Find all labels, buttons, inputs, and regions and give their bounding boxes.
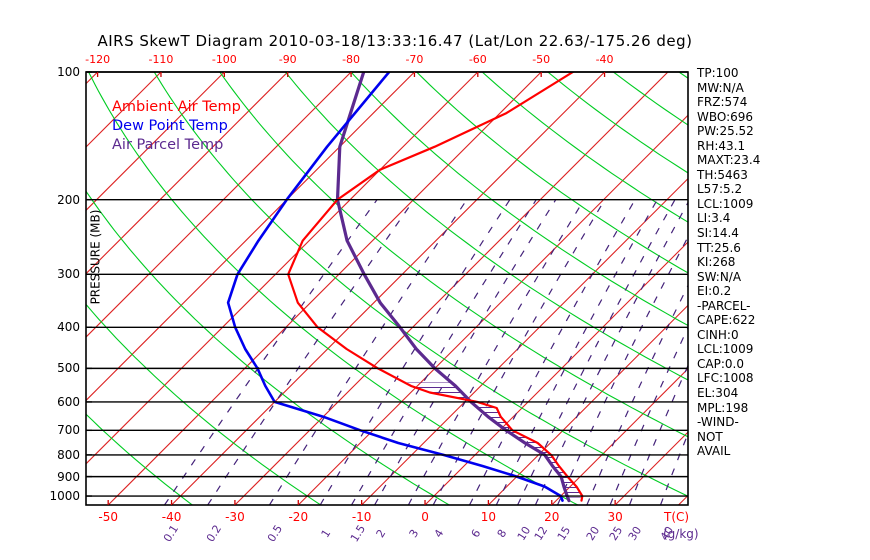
legend: Ambient Air Temp Dew Point Temp Air Parc… (112, 98, 241, 155)
parameter-item: CAP:0.0 (697, 356, 744, 371)
top-temperature-tick: -120 (85, 53, 111, 66)
parameter-item: -WIND- (697, 415, 739, 430)
parameter-item: LFC:1008 (697, 371, 754, 386)
parameter-item: LI:3.4 (697, 211, 731, 226)
bottom-temperature-tick: -30 (225, 510, 245, 524)
page-title: AIRS SkewT Diagram 2010-03-18/13:33:16.4… (97, 32, 693, 50)
pressure-tick-label: 100 (57, 65, 80, 79)
pressure-tick-label: 600 (57, 394, 80, 409)
top-temperature-tick: -50 (532, 53, 551, 66)
top-temperature-tick: -40 (595, 53, 614, 66)
parameter-item: LCL:1009 (697, 196, 754, 211)
temperature-axis-title: T(C) (664, 510, 690, 524)
bottom-temperature-tick: 30 (607, 510, 623, 524)
parameter-item: CINH:0 (697, 327, 739, 342)
pressure-tick-label: 400 (57, 320, 80, 335)
top-temperature-tick: -80 (342, 53, 361, 66)
parameter-item: AVAIL (697, 444, 731, 459)
legend-ambient: Ambient Air Temp (112, 99, 241, 115)
top-temperature-tick: -60 (468, 53, 487, 66)
pressure-axis-title: PRESSURE (MB) (88, 209, 103, 305)
parameter-item: EL:304 (697, 386, 739, 401)
pressure-tick-label: 500 (57, 361, 80, 376)
pressure-tick-label: 200 (57, 192, 80, 207)
bottom-temperature-tick: -10 (351, 510, 372, 524)
bottom-temperature-tick: -20 (288, 510, 309, 524)
parameter-item: PW:25.52 (697, 124, 754, 139)
parameter-item: KI:268 (697, 255, 736, 270)
isobar-layer (86, 71, 688, 497)
bottom-temperature-tick: -40 (161, 510, 182, 524)
parameter-item: FRZ:574 (697, 95, 748, 110)
top-temperature-tick: -100 (211, 53, 237, 66)
parameter-item: EI:0.2 (697, 284, 732, 299)
parameter-item: MPL:198 (697, 400, 749, 415)
parameter-item: SI:14.4 (697, 226, 739, 241)
parameter-item: RH:43.1 (697, 138, 746, 153)
bottom-temperature-tick: 10 (480, 510, 497, 524)
parameter-item: TH:5463 (697, 167, 748, 182)
pressure-tick-label: 700 (57, 423, 80, 438)
data-layer (226, 72, 584, 503)
parameter-item: TT:25.6 (697, 240, 741, 255)
parameter-item: WBO:696 (697, 109, 754, 124)
parameter-item: MAXT:23.4 (697, 153, 761, 168)
pressure-tick-label: 900 (57, 469, 80, 484)
pressure-tick-label: 1000 (49, 489, 80, 503)
parameter-item: L57:5.2 (697, 182, 743, 197)
pressure-tick-label: 800 (57, 447, 80, 462)
top-temperature-tick: -70 (405, 53, 424, 66)
parameter-item: CAPE:622 (697, 313, 756, 328)
parameter-panel: TP:100 MW:N/A FRZ:574 WBO:696 PW:25.52 RH:43.… (697, 66, 785, 459)
legend-dewpoint: Dew Point Temp (112, 118, 228, 134)
legend-parcel: Air Parcel Temp (112, 137, 224, 153)
bottom-temperature-tick: 20 (544, 510, 560, 524)
parameter-item: MW:N/A (697, 80, 744, 95)
parameter-item: TP:100 (697, 66, 739, 80)
parameter-item: SW:N/A (697, 269, 742, 284)
tick-layer (86, 71, 616, 505)
pressure-tick-label: 300 (57, 267, 80, 282)
parameter-item: LCL:1009 (697, 342, 754, 357)
top-temperature-tick: -110 (148, 53, 174, 66)
parameter-item: NOT (697, 429, 723, 444)
parameter-item: -PARCEL- (697, 298, 751, 313)
bottom-temperature-tick: -50 (98, 510, 118, 524)
bottom-temperature-tick: 0 (421, 510, 429, 524)
top-temperature-tick: -90 (278, 53, 297, 66)
mixing-ratio-axis-title: (g/kg) (663, 527, 699, 541)
